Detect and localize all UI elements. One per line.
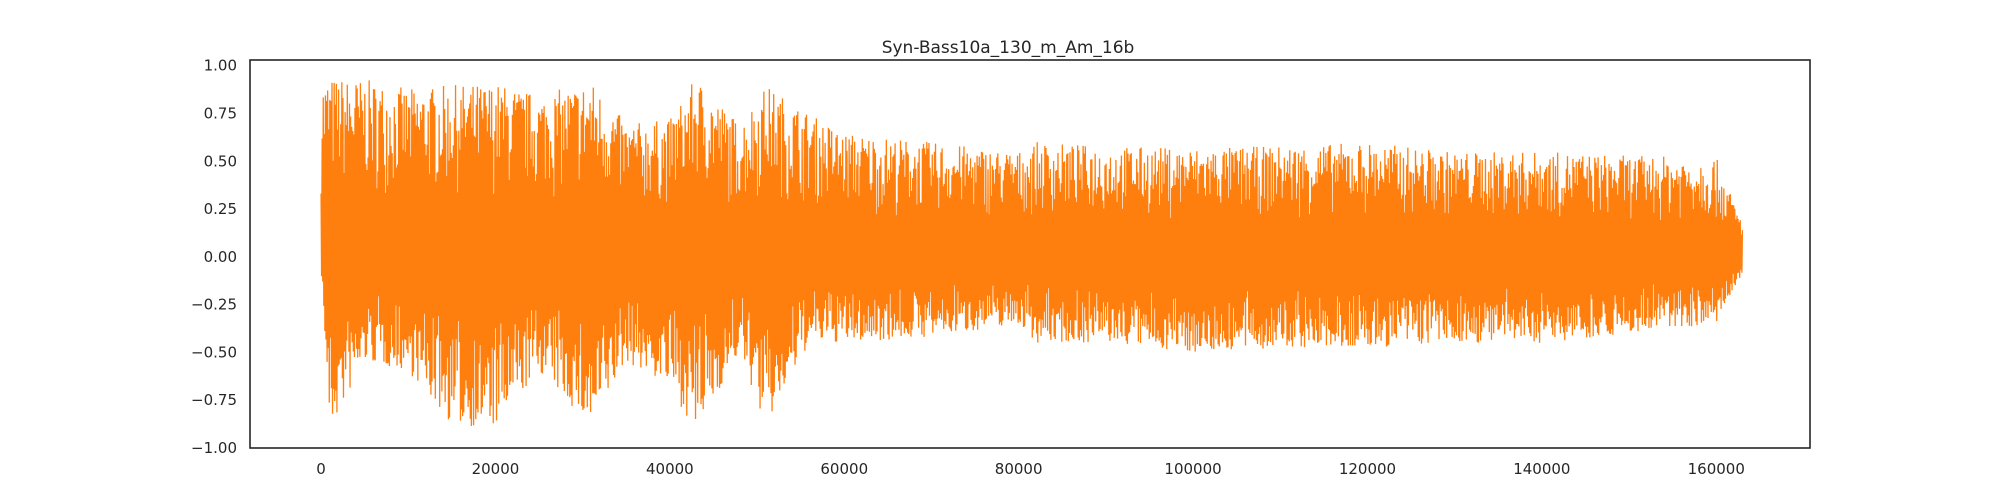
y-axis: 1.00 0.75 0.50 0.25 0.00 −0.25 −0.50 −0.75 −1.00 xyxy=(191,57,237,457)
y-tick-label: 1.00 xyxy=(204,57,237,75)
y-tick-label: 0.25 xyxy=(204,200,237,218)
x-tick-label: 160000 xyxy=(1688,460,1745,478)
plot-frame xyxy=(249,59,1811,449)
y-tick-label: 0.00 xyxy=(204,248,237,266)
plot-area xyxy=(320,80,1744,427)
waveform-line xyxy=(320,80,1744,427)
x-tick-label: 120000 xyxy=(1339,460,1396,478)
x-tick-label: 40000 xyxy=(646,460,694,478)
x-tick-label: 0 xyxy=(316,460,326,478)
x-axis: 0 20000 40000 60000 80000 100000 120000 140000 1… xyxy=(316,460,1745,478)
y-tick-label: 0.75 xyxy=(204,105,237,123)
chart-title: Syn-Bass10a_130_m_Am_16b xyxy=(882,38,1135,58)
y-tick-label: −0.75 xyxy=(191,391,237,409)
x-tick-label: 140000 xyxy=(1513,460,1570,478)
x-tick-label: 80000 xyxy=(995,460,1043,478)
x-tick-label: 60000 xyxy=(820,460,868,478)
y-tick-label: −1.00 xyxy=(191,439,237,457)
y-tick-label: −0.25 xyxy=(191,296,237,314)
y-tick-label: 0.50 xyxy=(204,152,237,170)
x-tick-label: 100000 xyxy=(1164,460,1221,478)
x-tick-label: 20000 xyxy=(472,460,520,478)
y-tick-label: −0.50 xyxy=(191,343,237,361)
